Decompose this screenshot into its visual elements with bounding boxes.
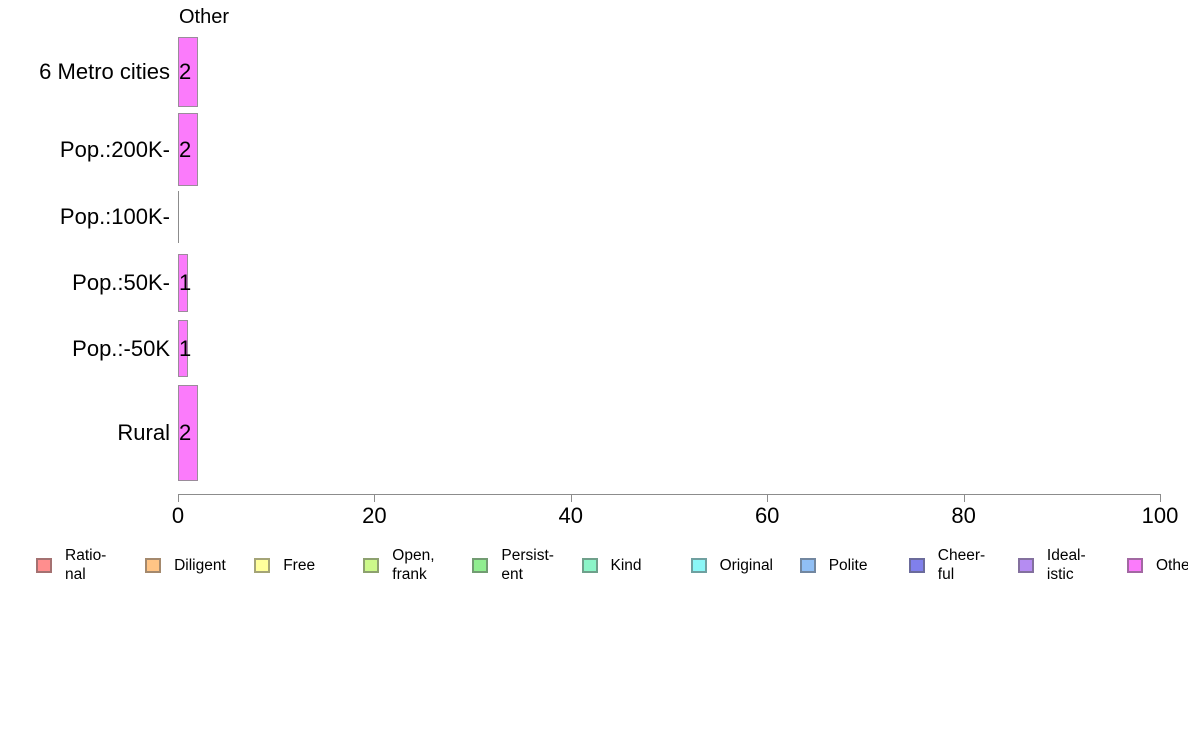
legend-item: Persist-ent xyxy=(472,543,554,587)
x-axis-tick xyxy=(570,494,572,502)
category-label: Pop.:50K- xyxy=(72,270,170,295)
legend-item: Ideal-istic xyxy=(1017,543,1086,587)
legend-item: Free xyxy=(254,543,315,587)
legend-swatch-icon xyxy=(581,557,598,573)
legend-item: Polite xyxy=(799,543,868,587)
category-label: Pop.:100K- xyxy=(59,204,170,229)
bar xyxy=(178,37,198,107)
legend-item: Original xyxy=(690,543,774,587)
category-label: Pop.:200K- xyxy=(59,136,170,162)
legend-item: Cheer-ful xyxy=(908,543,986,587)
zero-value-bar-line xyxy=(178,191,179,243)
bar xyxy=(178,254,188,312)
series-top-label: Other xyxy=(179,6,230,28)
legend-item: Open, frank xyxy=(363,543,435,587)
bar xyxy=(178,320,188,377)
legend-label: Persist-ent xyxy=(501,547,554,583)
legend-label: Ratio-nal xyxy=(65,547,107,583)
bar-value-label: 1 xyxy=(179,335,192,361)
legend-label: Kind xyxy=(610,556,642,574)
x-axis-tick-label: 0 xyxy=(171,503,185,528)
legend-label: Diligent xyxy=(174,556,226,574)
bar-value-label: 2 xyxy=(179,136,192,162)
bar-value-label: 2 xyxy=(179,420,192,445)
legend-item: Kind xyxy=(581,543,642,587)
legend-item: Ratio-nal xyxy=(36,543,106,587)
legend-swatch-icon xyxy=(363,557,380,573)
legend-label: Ideal-istic xyxy=(1046,547,1086,583)
legend-label: Cheer-ful xyxy=(937,547,986,583)
x-axis-tick-label: 20 xyxy=(362,503,387,528)
legend-label: Other xyxy=(1156,556,1188,574)
legend-swatch-icon xyxy=(1017,557,1034,573)
x-axis-tick xyxy=(767,494,769,502)
x-axis-tick-label: 60 xyxy=(754,503,780,528)
category-label: Pop.:-50K xyxy=(72,335,170,361)
legend-label: Open, frank xyxy=(392,547,435,583)
x-axis-line xyxy=(178,494,1161,495)
legend-swatch-icon xyxy=(472,557,489,573)
x-axis-tick xyxy=(374,494,376,502)
legend-swatch-icon xyxy=(145,557,162,573)
legend-label: Polite xyxy=(828,556,868,574)
legend-swatch-icon xyxy=(690,557,707,573)
legend-label: Free xyxy=(283,556,316,574)
x-axis-tick-label: 100 xyxy=(1141,503,1179,528)
legend-item: Other xyxy=(1127,543,1188,587)
category-label: 6 Metro cities xyxy=(39,59,170,84)
x-axis-tick-label: 80 xyxy=(951,503,976,528)
bar xyxy=(178,385,198,481)
x-axis-tick xyxy=(963,494,965,502)
legend-swatch-icon xyxy=(1127,557,1143,573)
legend-swatch-icon xyxy=(908,557,925,573)
x-axis-tick xyxy=(178,494,179,502)
legend-swatch-icon xyxy=(36,557,52,573)
legend-label: Original xyxy=(719,556,774,574)
legend-swatch-icon xyxy=(799,557,816,573)
bar-value-label: 1 xyxy=(179,270,192,295)
x-axis-tick-label: 40 xyxy=(558,503,584,528)
bar-value-label: 2 xyxy=(179,59,192,84)
legend-swatch-icon xyxy=(254,557,271,573)
x-axis-tick xyxy=(1160,494,1161,502)
bar xyxy=(178,113,198,186)
legend-item: Diligent xyxy=(145,543,226,587)
category-label: Rural xyxy=(117,420,170,445)
